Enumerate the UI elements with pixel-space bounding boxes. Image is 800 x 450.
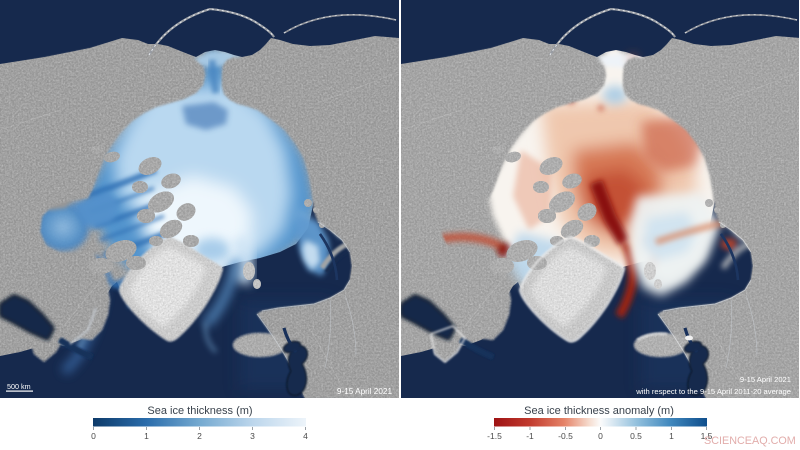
svg-text:0.5: 0.5 [630, 431, 642, 441]
svg-text:9-15 April 2021: 9-15 April 2021 [740, 375, 791, 384]
svg-text:-1.5: -1.5 [487, 431, 502, 441]
svg-text:3: 3 [250, 431, 255, 441]
svg-text:9-15 April 2021: 9-15 April 2021 [337, 387, 393, 396]
svg-text:0: 0 [91, 431, 96, 441]
svg-text:1: 1 [669, 431, 674, 441]
svg-text:1.5: 1.5 [701, 431, 713, 441]
svg-text:-1: -1 [526, 431, 534, 441]
svg-text:-0.5: -0.5 [558, 431, 573, 441]
svg-text:SCIENCEAQ.COM: SCIENCEAQ.COM [704, 435, 796, 447]
svg-text:500 km: 500 km [7, 382, 31, 391]
svg-text:0: 0 [598, 431, 603, 441]
svg-text:with respect to the 9-15 April: with respect to the 9-15 April 2011-20 a… [635, 387, 791, 396]
svg-text:2: 2 [197, 431, 202, 441]
svg-text:4: 4 [303, 431, 308, 441]
svg-text:Sea ice thickness anomaly (m): Sea ice thickness anomaly (m) [524, 405, 674, 417]
svg-text:Sea ice thickness (m): Sea ice thickness (m) [147, 405, 252, 417]
svg-text:1: 1 [144, 431, 149, 441]
